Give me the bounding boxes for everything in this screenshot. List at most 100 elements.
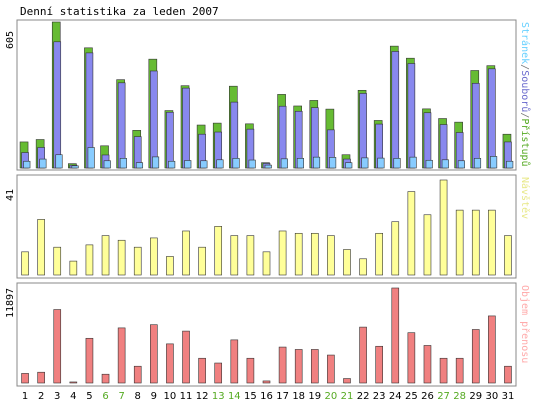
legend-part-0: Stránek	[519, 22, 531, 64]
bar-pages	[152, 156, 160, 169]
bar-visits	[37, 219, 45, 276]
panel-frame	[16, 282, 517, 387]
bar-volume	[488, 315, 496, 384]
x-tick-label: 28	[453, 391, 466, 402]
x-tick-label: 10	[164, 391, 177, 402]
bar-files	[488, 68, 496, 169]
bar-files	[471, 82, 480, 169]
bar-pages	[23, 160, 31, 169]
panel-2: 41 Návštěv	[5, 174, 531, 279]
bar-visits	[504, 235, 512, 276]
bar-volume	[310, 349, 319, 384]
x-tick-label: 31	[502, 391, 515, 402]
panel-legend: Objem přenosu	[519, 285, 531, 363]
y-max-label: 11897	[5, 288, 16, 318]
bar-files	[150, 70, 158, 169]
x-tick-label: 24	[389, 391, 402, 402]
bar-visits	[471, 209, 480, 276]
bar-pages	[409, 156, 417, 169]
x-tick-label: 1	[22, 391, 28, 402]
bar-pages	[296, 158, 304, 169]
bar-pages	[329, 157, 337, 169]
bar-visits	[423, 214, 432, 276]
bar-volume	[504, 365, 512, 384]
x-tick-label: 23	[373, 391, 386, 402]
bar-volume	[455, 357, 464, 384]
bar-visits	[488, 209, 496, 276]
bar-volume	[150, 324, 158, 384]
bar-visits	[262, 251, 271, 276]
bar-pages	[312, 156, 321, 169]
x-tick-label: 9	[151, 391, 157, 402]
bar-files	[423, 112, 432, 169]
bar-pages	[425, 159, 433, 169]
bar-volume	[439, 357, 448, 384]
bar-volume	[471, 329, 480, 384]
bar-volume	[198, 357, 206, 384]
bar-volume	[391, 287, 400, 384]
bar-files	[117, 82, 126, 169]
x-axis-day-labels: 1 2 3 4 5 6 7 8 9 10 11 12 13 14 15 16 17 18 19 20 21 22 23 24 2…	[22, 391, 514, 402]
bar-pages	[393, 158, 401, 169]
x-tick-label: 20	[325, 391, 338, 402]
bar-pages	[361, 157, 369, 169]
bar-files	[53, 41, 62, 169]
legend-part-4: Přístupů	[519, 118, 531, 166]
bar-pages	[87, 147, 95, 169]
bar-pages	[71, 165, 79, 169]
legend-part-3: /	[519, 112, 530, 118]
chart-title: Denní statistika za leden 2007	[20, 5, 219, 18]
bar-pages	[473, 158, 482, 169]
bar-pages	[490, 156, 498, 169]
bar-volume	[359, 326, 367, 384]
bar-pages	[345, 162, 353, 169]
bar-volume	[85, 337, 94, 384]
y-max-label: 41	[5, 189, 16, 201]
bar-volume	[182, 330, 190, 384]
x-tick-label: 21	[341, 391, 354, 402]
bar-visits	[69, 260, 78, 276]
bar-volume	[69, 381, 78, 384]
panel-legend: Návštěv	[519, 177, 531, 219]
bar-volume	[327, 354, 335, 384]
x-tick-label: 16	[260, 391, 273, 402]
bar-volume	[294, 349, 303, 384]
bar-volume	[117, 327, 126, 384]
x-tick-label: 15	[244, 391, 257, 402]
bar-visits	[182, 230, 190, 276]
bar-volume	[230, 339, 239, 384]
bar-volume	[37, 371, 45, 384]
bar-pages	[200, 160, 208, 169]
x-tick-label: 18	[292, 391, 305, 402]
x-tick-label: 26	[421, 391, 434, 402]
bar-visits	[246, 235, 255, 276]
panel-1: 605 Stránek/Souborů/Přístupů	[5, 19, 531, 171]
x-tick-label: 13	[212, 391, 225, 402]
legend-part-2: Souborů	[519, 70, 531, 112]
bar-pages	[39, 158, 47, 169]
bar-visits	[133, 246, 142, 276]
bar-pages	[55, 154, 63, 169]
panel-frame	[16, 19, 517, 171]
bar-volume	[214, 362, 223, 384]
x-tick-label: 12	[196, 391, 209, 402]
x-tick-label: 4	[70, 391, 76, 402]
x-tick-label: 17	[276, 391, 289, 402]
bar-volume	[262, 380, 271, 384]
legend-part-1: /	[519, 64, 530, 70]
x-tick-label: 11	[180, 391, 193, 402]
x-tick-label: 7	[118, 391, 124, 402]
x-tick-label: 19	[308, 391, 321, 402]
bar-visits	[359, 258, 367, 276]
x-tick-label: 5	[86, 391, 92, 402]
bar-pages	[506, 160, 514, 169]
bar-visits	[166, 256, 174, 276]
bar-visits	[375, 232, 383, 276]
bar-files	[407, 63, 416, 169]
x-tick-label: 30	[485, 391, 498, 402]
bar-files	[182, 87, 190, 169]
bar-volume	[278, 346, 287, 384]
bar-visits	[343, 249, 351, 276]
bar-pages	[184, 160, 192, 169]
